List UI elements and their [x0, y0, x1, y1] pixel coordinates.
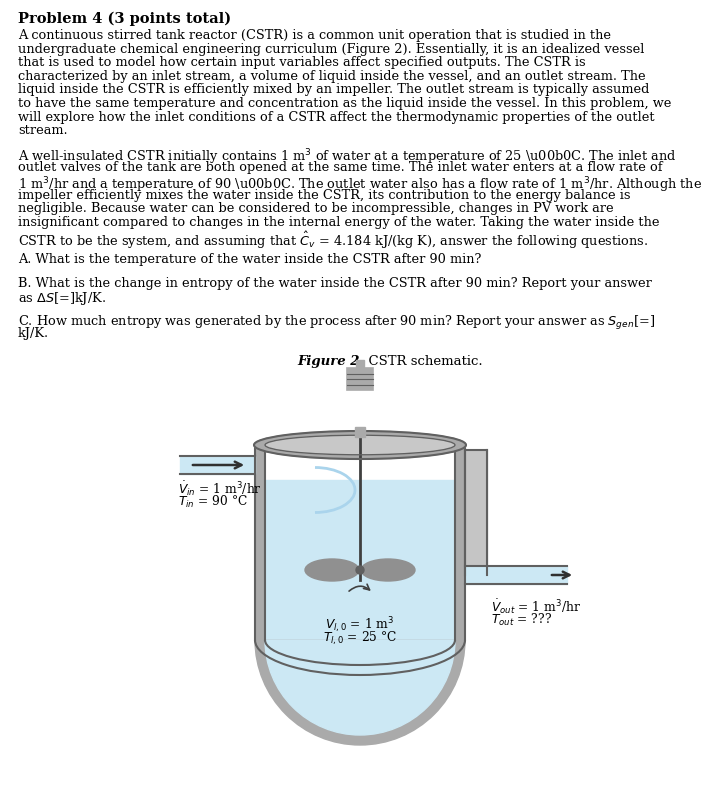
- Text: negligible. Because water can be considered to be incompressible, changes in PV : negligible. Because water can be conside…: [18, 202, 613, 215]
- Text: kJ/K.: kJ/K.: [18, 328, 49, 341]
- Text: undergraduate chemical engineering curriculum (Figure 2). Essentially, it is an : undergraduate chemical engineering curri…: [18, 43, 644, 56]
- Ellipse shape: [305, 559, 359, 581]
- Ellipse shape: [265, 436, 455, 455]
- Bar: [356, 360, 364, 375]
- Text: $T_{in}$ = 90 °C: $T_{in}$ = 90 °C: [178, 494, 248, 510]
- Text: impeller efficiently mixes the water inside the CSTR, its contribution to the en: impeller efficiently mixes the water ins…: [18, 189, 631, 202]
- Bar: [265, 480, 455, 640]
- Text: characterized by an inlet stream, a volume of liquid inside the vessel, and an o: characterized by an inlet stream, a volu…: [18, 70, 646, 83]
- Text: Problem 4 (3 points total): Problem 4 (3 points total): [18, 12, 231, 27]
- Bar: [180, 456, 255, 474]
- Text: Figure 2: Figure 2: [298, 355, 360, 368]
- Text: liquid inside the CSTR is efficiently mixed by an impeller. The outlet stream is: liquid inside the CSTR is efficiently mi…: [18, 84, 649, 97]
- Text: A. What is the temperature of the water inside the CSTR after 90 min?: A. What is the temperature of the water …: [18, 253, 482, 266]
- Bar: [355, 427, 365, 437]
- Wedge shape: [265, 640, 455, 735]
- Text: stream.: stream.: [18, 124, 68, 137]
- Text: as $\Delta S$[=]kJ/K.: as $\Delta S$[=]kJ/K.: [18, 290, 106, 307]
- Bar: [465, 566, 567, 584]
- Text: 1 m$^3$/hr and a temperature of 90 \u00b0C. The outlet water also has a flow rat: 1 m$^3$/hr and a temperature of 90 \u00b…: [18, 175, 702, 195]
- Bar: [255, 445, 265, 640]
- Text: $T_{l,0}$ = 25 °C: $T_{l,0}$ = 25 °C: [323, 630, 397, 647]
- Ellipse shape: [356, 566, 364, 574]
- Ellipse shape: [361, 559, 415, 581]
- Text: will explore how the inlet conditions of a CSTR affect the thermodynamic propert: will explore how the inlet conditions of…: [18, 110, 654, 123]
- Bar: [465, 450, 487, 575]
- Bar: [347, 368, 373, 390]
- Text: . CSTR schematic.: . CSTR schematic.: [360, 355, 482, 368]
- Wedge shape: [255, 640, 465, 745]
- Bar: [455, 445, 465, 640]
- Text: CSTR to be the system, and assuming that $\hat{C}_v$ = 4.184 kJ/(kg K), answer t: CSTR to be the system, and assuming that…: [18, 230, 649, 251]
- Text: outlet valves of the tank are both opened at the same time. The inlet water ente: outlet valves of the tank are both opene…: [18, 161, 662, 174]
- Text: to have the same temperature and concentration as the liquid inside the vessel. : to have the same temperature and concent…: [18, 97, 672, 110]
- Text: $\dot{V}_{in}$ = 1 m$^3$/hr: $\dot{V}_{in}$ = 1 m$^3$/hr: [178, 479, 262, 498]
- Text: C. How much entropy was generated by the process after 90 min? Report your answe: C. How much entropy was generated by the…: [18, 314, 655, 332]
- Text: $\dot{V}_{out}$ = 1 m$^3$/hr: $\dot{V}_{out}$ = 1 m$^3$/hr: [491, 597, 581, 616]
- Wedge shape: [265, 640, 455, 735]
- Text: A continuous stirred tank reactor (CSTR) is a common unit operation that is stud: A continuous stirred tank reactor (CSTR)…: [18, 29, 611, 42]
- Text: $V_{l,0}$ = 1 m$^3$: $V_{l,0}$ = 1 m$^3$: [326, 615, 395, 635]
- Text: $T_{out}$ = ???: $T_{out}$ = ???: [491, 612, 552, 628]
- Ellipse shape: [254, 431, 466, 459]
- Text: insignificant compared to changes in the internal energy of the water. Taking th: insignificant compared to changes in the…: [18, 216, 659, 229]
- Text: A well-insulated CSTR initially contains 1 m$^3$ of water at a temperature of 25: A well-insulated CSTR initially contains…: [18, 148, 677, 167]
- Text: B. What is the change in entropy of the water inside the CSTR after 90 min? Repo: B. What is the change in entropy of the …: [18, 277, 652, 290]
- Text: that is used to model how certain input variables affect specified outputs. The : that is used to model how certain input …: [18, 56, 585, 69]
